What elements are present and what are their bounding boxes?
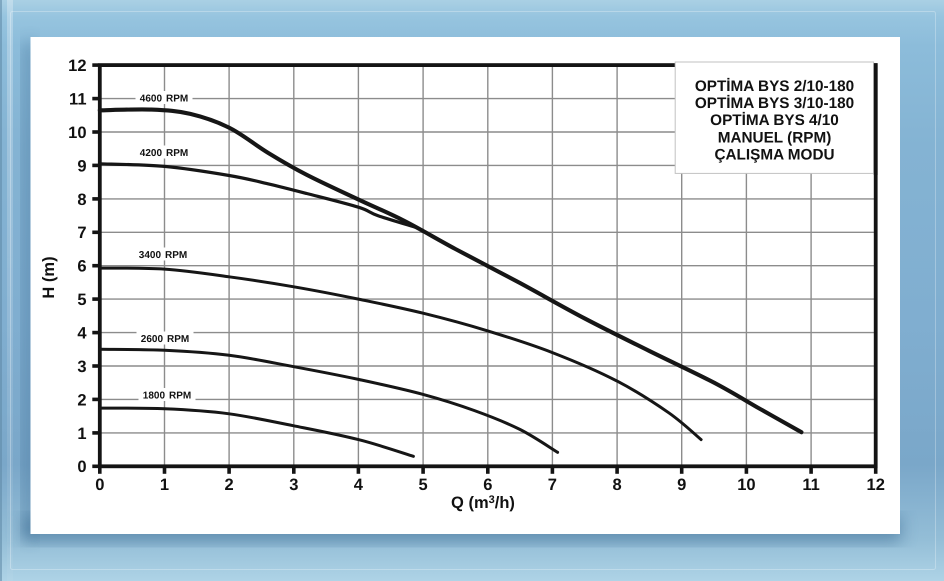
svg-text:10: 10 [737,476,755,494]
svg-text:9: 9 [77,157,86,175]
svg-text:4: 4 [77,325,87,343]
svg-text:11: 11 [69,91,86,109]
svg-text:OPTİMA BYS 2/10-180: OPTİMA BYS 2/10-180 [695,77,854,95]
svg-text:H (m): H (m) [40,256,58,298]
svg-text:Q (m3/h): Q (m3/h) [451,494,515,512]
svg-text:3: 3 [77,358,86,376]
svg-text:6: 6 [77,258,86,276]
svg-text:5: 5 [77,291,86,309]
svg-text:5: 5 [419,476,428,494]
svg-text:6: 6 [483,476,492,494]
svg-text:2: 2 [225,476,234,494]
svg-text:9: 9 [677,476,686,494]
svg-text:2: 2 [77,391,86,409]
svg-text:12: 12 [68,57,86,75]
svg-text:10: 10 [68,124,86,142]
svg-text:OPTİMA BYS 3/10-180: OPTİMA BYS 3/10-180 [695,94,854,112]
svg-text:2600 RPM: 2600 RPM [141,334,189,345]
svg-text:4200 RPM: 4200 RPM [140,148,188,159]
svg-text:12: 12 [867,476,885,494]
svg-text:0: 0 [95,476,104,494]
svg-text:8: 8 [77,191,86,209]
svg-text:ÇALIŞMA MODU: ÇALIŞMA MODU [714,147,834,164]
svg-text:7: 7 [77,224,86,242]
svg-text:OPTİMA BYS 4/10: OPTİMA BYS 4/10 [710,111,839,129]
svg-text:MANUEL (RPM): MANUEL (RPM) [718,129,832,146]
svg-text:3400 RPM: 3400 RPM [139,250,187,261]
svg-text:7: 7 [548,476,557,494]
svg-text:1800 RPM: 1800 RPM [143,390,191,401]
svg-text:1: 1 [77,425,86,443]
svg-text:1: 1 [160,476,169,494]
svg-text:0: 0 [77,458,86,476]
svg-text:4600 RPM: 4600 RPM [140,93,188,104]
svg-text:8: 8 [613,476,622,494]
svg-text:11: 11 [802,476,819,494]
svg-text:4: 4 [354,476,364,494]
svg-text:3: 3 [289,476,298,494]
